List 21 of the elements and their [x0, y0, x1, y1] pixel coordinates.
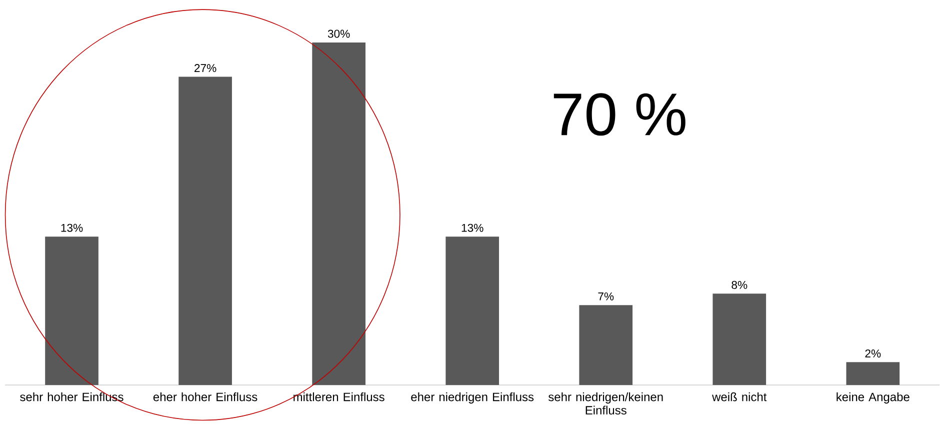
bar: [45, 236, 98, 385]
bar: [579, 305, 633, 385]
data-label: 13%: [462, 224, 484, 232]
x-tick-label: eher niedrigen Einfluss: [411, 392, 534, 404]
bar: [312, 42, 366, 385]
bar: [712, 294, 766, 385]
bar: [178, 76, 232, 385]
data-label: 8%: [732, 280, 748, 289]
x-tick-label: eher hoher Einfluss: [153, 392, 258, 402]
data-label: 30%: [328, 30, 350, 38]
data-label: 7%: [598, 292, 614, 300]
data-label: 13%: [61, 224, 83, 232]
bar: [846, 362, 900, 385]
x-tick-label: keine Angabe: [836, 392, 910, 404]
x-tick-label: sehr niedrigen/keinen Einfluss: [548, 392, 663, 415]
data-label: 27%: [194, 64, 216, 72]
data-label: 2%: [865, 349, 881, 358]
bar: [446, 236, 499, 385]
x-tick-label: mittleren Einfluss: [294, 392, 384, 402]
x-tick-label: weiß nicht: [712, 392, 767, 402]
annotation: 70 %: [554, 93, 686, 136]
